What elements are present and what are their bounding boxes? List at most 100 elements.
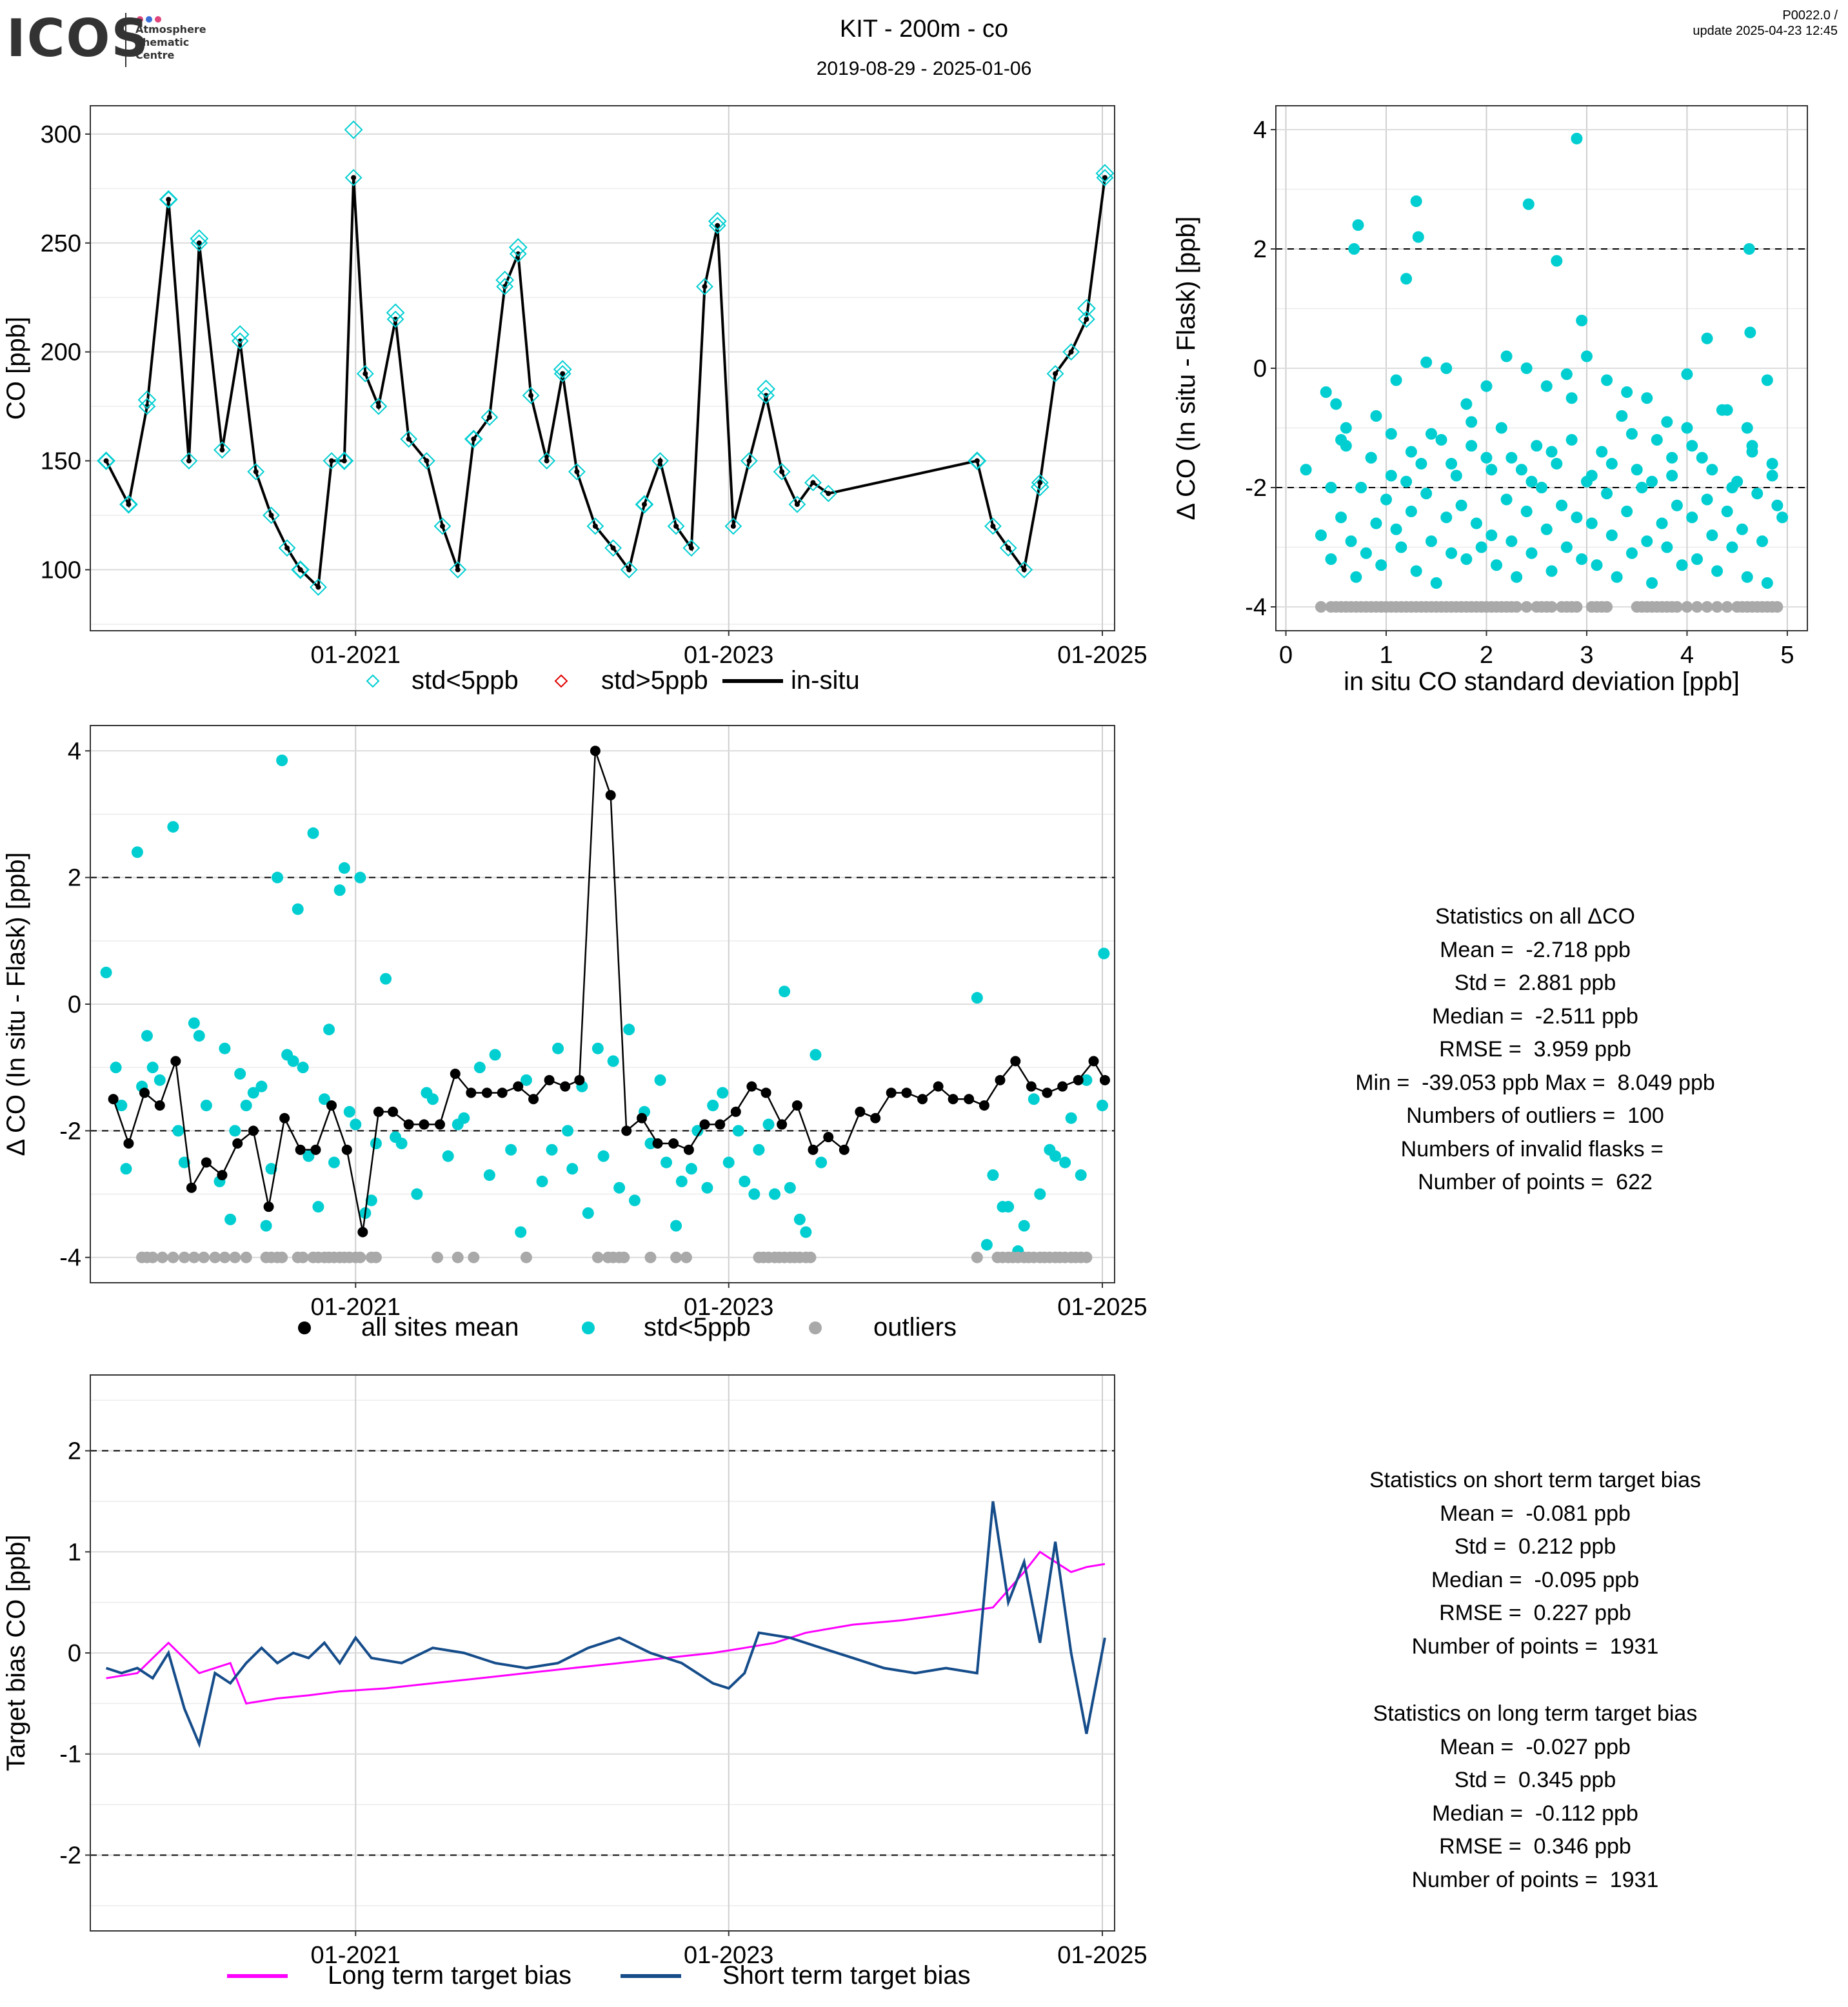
data-point-all-sites-mean [839, 1144, 849, 1155]
data-point-std-lt-5 [386, 303, 405, 322]
data-point-std-lt-5 [272, 871, 284, 884]
data-point-all-sites-mean [777, 1119, 788, 1130]
data-point-std-lt-5 [1044, 1143, 1056, 1156]
data-point-outlier [452, 1251, 464, 1263]
data-point-in-situ [455, 567, 461, 573]
data-point-std-lt-5 [354, 871, 366, 884]
data-point-std-lt-5 [773, 463, 791, 480]
data-point-std-lt-5 [1540, 523, 1553, 535]
data-point-outlier [370, 1251, 382, 1263]
stats-delta-block: Statistics on all ΔCO Mean = -2.718 ppb … [1245, 900, 1825, 1200]
data-point-std-lt-5 [1641, 535, 1653, 548]
data-point-in-situ [126, 502, 132, 508]
data-point-std-lt-5 [1696, 451, 1708, 464]
data-point-std-lt-5 [1465, 416, 1478, 428]
stats-minmax: Min = -39.053 ppb Max = 8.049 ppb [1355, 1070, 1715, 1095]
data-point-std-lt-5 [757, 379, 775, 399]
data-point-std-lt-5 [1352, 219, 1364, 231]
page-title: KIT - 200m - co [839, 15, 1009, 43]
x-tick-label: 01-2021 [311, 1294, 401, 1321]
data-point-std-lt-5 [1485, 529, 1498, 541]
data-point-std-lt-5 [1676, 559, 1688, 571]
data-point-all-sites-mean [933, 1081, 944, 1092]
data-point-std-lt-5 [1666, 470, 1678, 482]
data-point-std-lt-5 [591, 1042, 604, 1054]
x-tick-label: 01-2021 [311, 1942, 401, 1969]
data-point-std-lt-5 [247, 1087, 259, 1099]
data-point-std-lt-5 [110, 1062, 122, 1074]
legend-marker-outliers [809, 1321, 822, 1334]
data-point-in-situ [297, 567, 303, 573]
data-point-std-lt-5 [779, 985, 791, 998]
data-point-all-sites-mean [808, 1144, 819, 1155]
data-point-std-lt-5 [464, 430, 483, 449]
data-point-std-lt-5 [291, 560, 310, 579]
data-point-std-lt-5 [1585, 517, 1598, 529]
data-point-std-lt-5 [1375, 559, 1387, 571]
data-point-std-lt-5 [708, 212, 727, 231]
data-point-in-situ [103, 458, 109, 464]
data-point-std-lt-5 [483, 1169, 495, 1181]
data-point-std-lt-5 [323, 1023, 335, 1036]
data-point-std-lt-5 [1505, 451, 1518, 464]
data-point-outlier [188, 1251, 200, 1263]
data-point-std-lt-5 [1741, 571, 1753, 583]
data-point-std-lt-5 [1420, 488, 1433, 500]
data-point-std-lt-5 [1420, 356, 1433, 368]
y-tick-label: 2 [68, 1438, 81, 1465]
data-point-all-sites-mean [917, 1094, 928, 1105]
data-point-std-lt-5 [1560, 368, 1573, 381]
plot-border [90, 105, 1115, 631]
data-point-std-lt-5 [707, 1100, 719, 1112]
data-point-std-lt-5 [1540, 380, 1553, 392]
data-point-std-lt-5 [1601, 374, 1613, 386]
data-point-in-situ [284, 545, 290, 551]
data-point-std-lt-5 [628, 1194, 641, 1207]
data-point-outlier [1711, 601, 1724, 613]
data-point-std-lt-5 [682, 539, 700, 557]
data-point-in-situ [990, 523, 996, 529]
data-point-std-lt-5 [1500, 350, 1513, 362]
data-point-std-lt-5 [442, 1150, 454, 1162]
data-point-std-lt-5 [1636, 482, 1648, 493]
y-tick-label: 4 [1253, 117, 1267, 144]
data-point-all-sites-mean [668, 1138, 679, 1149]
data-point-all-sites-mean [544, 1074, 555, 1085]
data-point-std-lt-5 [800, 1226, 812, 1238]
x-tick-label: 01-2025 [1057, 1942, 1147, 1969]
legend-marker-all-sites-mean [298, 1321, 311, 1334]
legend-label: Short term target bias [722, 1961, 971, 1990]
data-point-std-lt-5 [546, 1143, 558, 1156]
data-point-std-lt-5 [1315, 529, 1327, 541]
data-point-std-lt-5 [1335, 434, 1347, 446]
x-tick-label: 2 [1480, 642, 1493, 669]
data-point-std-lt-5 [620, 561, 638, 578]
data-point-std-lt-5 [312, 1201, 324, 1213]
data-point-std-lt-5 [411, 1188, 423, 1200]
data-point-std-lt-5 [1080, 1074, 1093, 1086]
legend-marker-std-gt-5 [554, 674, 568, 688]
data-point-std-lt-5 [1631, 464, 1643, 476]
data-point-std-lt-5 [1551, 255, 1563, 267]
y-tick-label: -2 [59, 1118, 81, 1145]
data-point-outlier [1511, 601, 1523, 613]
data-point-std-lt-5 [344, 169, 363, 186]
data-point-std-lt-5 [788, 495, 806, 513]
data-point-all-sites-mean [901, 1087, 912, 1098]
data-point-std-lt-5 [433, 517, 452, 535]
data-point-in-situ [424, 458, 430, 464]
logo-sub-line: Atmosphere [135, 23, 206, 35]
data-point-std-lt-5 [1580, 350, 1593, 362]
x-tick-label: 3 [1580, 642, 1593, 669]
data-point-std-lt-5 [1031, 473, 1049, 491]
data-point-std-lt-5 [1625, 547, 1638, 559]
data-point-in-situ [186, 458, 192, 464]
data-point-in-situ [471, 436, 477, 442]
data-point-std-lt-5 [1095, 164, 1115, 183]
data-point-std-lt-5 [200, 1100, 212, 1112]
data-point-std-lt-5 [1325, 482, 1337, 493]
data-point-std-lt-5 [1465, 440, 1478, 452]
logo-separator [125, 13, 126, 67]
data-point-std-lt-5 [1405, 446, 1417, 458]
data-point-std-lt-5 [1545, 446, 1558, 458]
